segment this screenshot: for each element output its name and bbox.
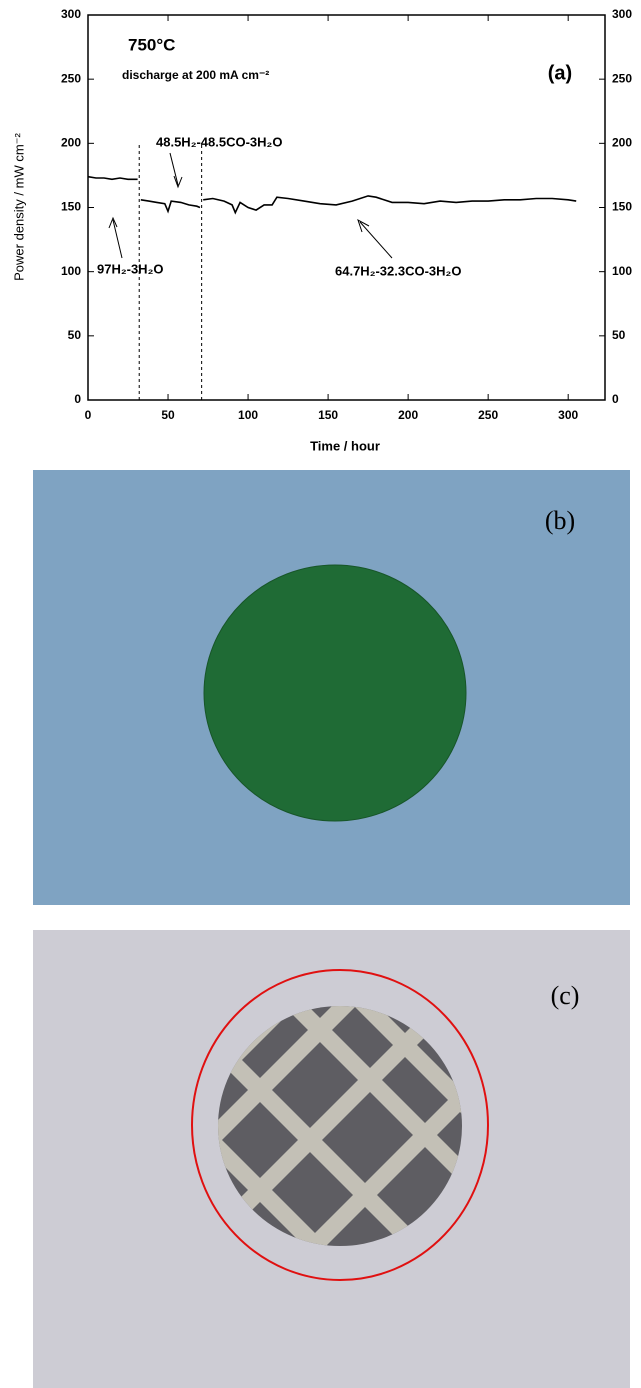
x-tick-label: 50: [161, 408, 175, 422]
annotation: 97H₂-3H₂O: [97, 261, 163, 276]
y-tick-label: 0: [74, 392, 81, 406]
x-tick-label: 300: [558, 408, 578, 422]
data-line: [87, 175, 577, 215]
x-axis-label: Time / hour: [310, 438, 380, 453]
y2-tick-label: 50: [612, 328, 626, 342]
y2-tick-label: 150: [612, 200, 632, 214]
highlight-circle: [191, 969, 489, 1281]
y-tick-label: 200: [61, 136, 81, 150]
annotation: 48.5H₂-48.5CO-3H₂O: [156, 134, 282, 149]
panel-label: (b): [545, 506, 575, 535]
y2-tick-label: 200: [612, 136, 632, 150]
x-tick-label: 100: [238, 408, 258, 422]
y-tick-label: 100: [61, 264, 81, 278]
annotation: 750°C: [128, 35, 175, 54]
y-axis-label: Power density / mW cm⁻²: [11, 132, 26, 280]
panel-label: (c): [551, 981, 580, 1010]
y-tick-label: 50: [68, 328, 82, 342]
green-disk: [203, 564, 467, 822]
y2-tick-label: 100: [612, 264, 632, 278]
x-tick-label: 200: [398, 408, 418, 422]
y-tick-label: 150: [61, 200, 81, 214]
panel-label: (a): [548, 62, 572, 84]
chart: 750°C discharge at 200 mA cm⁻² (a) 48.5H…: [11, 7, 632, 453]
x-tick-label: 0: [85, 408, 92, 422]
y-tick-label: 250: [61, 71, 81, 85]
x-tick-label: 150: [318, 408, 338, 422]
arrows: [108, 152, 393, 259]
y-tick-label: 300: [61, 7, 81, 21]
x-tick-label: 250: [478, 408, 498, 422]
y2-tick-label: 300: [612, 7, 632, 21]
y2-tick-label: 250: [612, 71, 632, 85]
annotation: 64.7H₂-32.3CO-3H₂O: [335, 263, 461, 278]
y2-tick-label: 0: [612, 392, 619, 406]
annotation: discharge at 200 mA cm⁻²: [122, 68, 269, 82]
